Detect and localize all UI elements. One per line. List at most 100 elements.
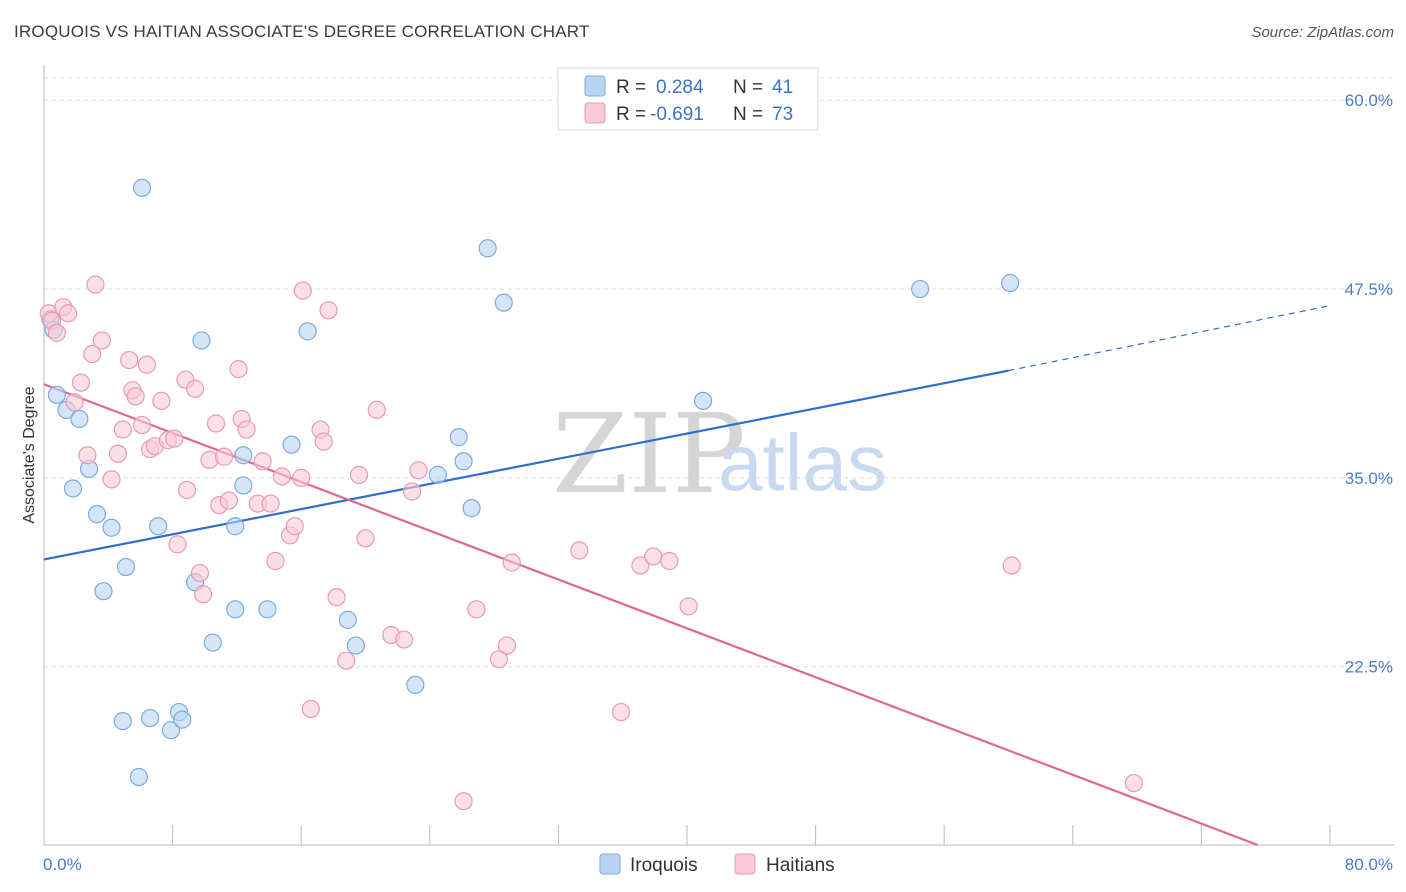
iroquois-point-35 bbox=[462, 499, 481, 518]
iroquois-point-32 bbox=[428, 465, 447, 484]
data-points bbox=[39, 178, 1143, 811]
haitians-point-69 bbox=[660, 551, 679, 571]
y-tick-label-3: 22.5% bbox=[1345, 658, 1393, 677]
haitians-point-2 bbox=[47, 323, 66, 342]
haitians-point-64 bbox=[502, 553, 521, 572]
haitians-point-8 bbox=[83, 344, 102, 364]
y-tick-label-1: 47.5% bbox=[1345, 280, 1393, 299]
iroquois-point-33 bbox=[449, 428, 468, 447]
iroquois-point-5 bbox=[70, 409, 89, 429]
legend-swatch-iroquois bbox=[584, 75, 606, 97]
haitians-point-17 bbox=[132, 415, 152, 435]
haitians-point-61 bbox=[467, 600, 486, 619]
bottom-swatch-iroquois bbox=[599, 853, 621, 875]
legend-r-value-1: 0.284 bbox=[656, 77, 704, 98]
source-note: Source: ZipAtlas.com bbox=[1251, 24, 1394, 41]
haitians-point-52 bbox=[337, 651, 356, 670]
haitians-point-26 bbox=[177, 480, 197, 500]
iroquois-point-36 bbox=[478, 239, 497, 258]
watermark-atlas: atlas bbox=[718, 418, 887, 507]
legend-n-label-1: N = bbox=[733, 77, 763, 98]
iroquois-point-14 bbox=[140, 708, 160, 728]
axes bbox=[43, 65, 1395, 846]
legend-swatch-haitians bbox=[584, 102, 606, 124]
iroquois-point-20 bbox=[192, 331, 211, 350]
iroquois-point-29 bbox=[338, 610, 357, 630]
haitians-point-37 bbox=[237, 420, 256, 439]
iroquois-point-24 bbox=[234, 476, 253, 495]
haitians-point-71 bbox=[1002, 556, 1021, 575]
haitians-point-51 bbox=[327, 588, 346, 607]
legend-r-value-2: -0.691 bbox=[650, 104, 704, 125]
haitians-point-44 bbox=[285, 517, 304, 536]
bottom-legend-haitians: Haitians bbox=[766, 855, 835, 876]
iroquois-trend-line bbox=[43, 369, 1009, 561]
iroquois-point-9 bbox=[102, 518, 121, 537]
haitians-point-45 bbox=[292, 468, 311, 487]
haitians-point-18 bbox=[137, 355, 156, 374]
haitians-point-53 bbox=[349, 465, 369, 484]
haitians-point-12 bbox=[108, 444, 128, 463]
iroquois-point-10 bbox=[113, 712, 132, 731]
haitians-point-16 bbox=[126, 387, 145, 406]
haitians-point-10 bbox=[92, 331, 111, 350]
haitians-point-60 bbox=[454, 792, 473, 811]
haitians-point-34 bbox=[219, 491, 238, 510]
haitians-point-59 bbox=[409, 461, 428, 480]
iroquois-trend-extension bbox=[1008, 305, 1331, 372]
haitians-point-14 bbox=[120, 350, 139, 370]
iroquois-point-11 bbox=[116, 557, 136, 577]
haitians-point-6 bbox=[71, 373, 91, 392]
iroquois-point-31 bbox=[406, 675, 425, 694]
iroquois-point-7 bbox=[87, 505, 107, 524]
iroquois-point-25 bbox=[234, 446, 253, 465]
chart-title: IROQUOIS VS HAITIAN ASSOCIATE'S DEGREE C… bbox=[14, 22, 590, 41]
y-tick-label-0: 60.0% bbox=[1345, 91, 1393, 110]
iroquois-point-40 bbox=[1001, 273, 1020, 293]
haitians-point-72 bbox=[1124, 773, 1143, 793]
haitians-point-46 bbox=[293, 281, 312, 300]
iroquois-point-8 bbox=[94, 582, 113, 601]
bottom-swatch-haitians bbox=[734, 853, 756, 875]
haitians-point-57 bbox=[394, 630, 414, 649]
iroquois-point-12 bbox=[129, 767, 148, 787]
haitians-point-70 bbox=[679, 597, 698, 616]
haitians-point-5 bbox=[65, 393, 84, 412]
haitians-point-31 bbox=[206, 414, 226, 433]
legend-n-label-2: N = bbox=[733, 104, 763, 125]
iroquois-point-26 bbox=[258, 600, 277, 619]
haitians-point-50 bbox=[319, 301, 338, 320]
iroquois-point-22 bbox=[226, 600, 245, 619]
iroquois-point-37 bbox=[494, 293, 513, 312]
haitians-point-49 bbox=[314, 432, 333, 451]
series-legend: Iroquois Haitians bbox=[599, 853, 835, 876]
haitians-point-9 bbox=[86, 275, 105, 294]
iroquois-point-21 bbox=[203, 633, 222, 652]
haitians-point-42 bbox=[272, 467, 292, 486]
haitians-point-63 bbox=[497, 636, 517, 655]
bottom-legend-iroquois: Iroquois bbox=[630, 855, 698, 876]
haitians-point-13 bbox=[113, 420, 132, 439]
haitians-point-4 bbox=[59, 304, 78, 323]
y-tick-label-2: 35.0% bbox=[1345, 469, 1393, 488]
iroquois-point-16 bbox=[161, 721, 181, 740]
haitians-point-68 bbox=[644, 547, 663, 566]
iroquois-point-15 bbox=[149, 517, 168, 536]
iroquois-point-30 bbox=[346, 636, 365, 655]
haitians-point-28 bbox=[190, 563, 210, 583]
x-tick-label-0: 0.0% bbox=[43, 855, 82, 874]
haitians-point-21 bbox=[152, 391, 171, 410]
tick-labels: 60.0% 47.5% 35.0% 22.5% 0.0% 80.0% bbox=[43, 91, 1393, 874]
haitians-point-33 bbox=[214, 447, 234, 466]
iroquois-point-27 bbox=[282, 435, 301, 454]
x-tick-label-1: 80.0% bbox=[1345, 855, 1393, 874]
haitians-point-39 bbox=[253, 452, 272, 471]
iroquois-point-13 bbox=[132, 178, 152, 197]
legend-r-label-2: R = bbox=[616, 104, 646, 125]
haitians-point-40 bbox=[261, 494, 280, 513]
haitians-point-65 bbox=[570, 541, 589, 560]
legend-n-value-2: 73 bbox=[772, 104, 793, 125]
haitians-point-54 bbox=[356, 529, 375, 548]
haitians-point-41 bbox=[266, 551, 285, 571]
